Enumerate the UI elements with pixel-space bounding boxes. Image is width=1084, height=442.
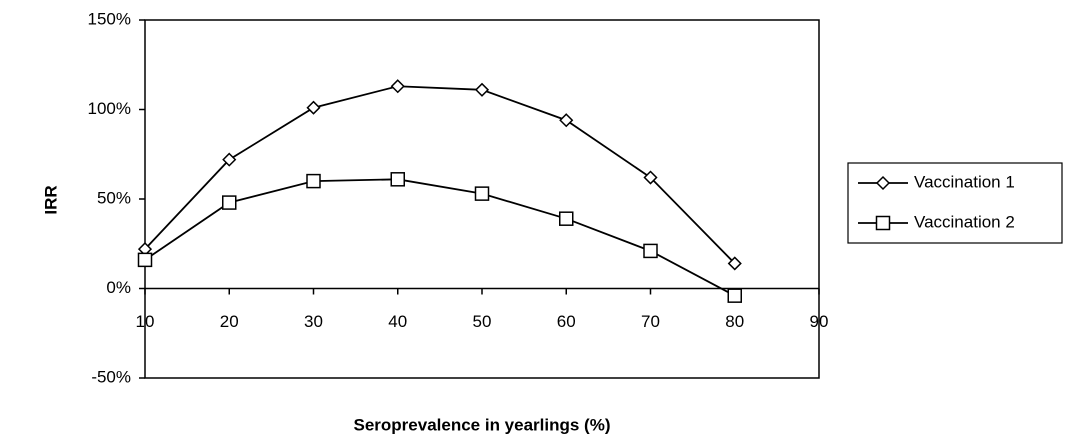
x-tick-label: 70 bbox=[641, 312, 660, 331]
x-tick-label: 90 bbox=[810, 312, 829, 331]
data-point bbox=[727, 288, 742, 303]
data-point bbox=[137, 252, 153, 268]
x-axis-label: Seroprevalence in yearlings (%) bbox=[354, 415, 611, 434]
y-tick-label: -50% bbox=[91, 367, 131, 386]
data-point bbox=[390, 172, 405, 187]
y-axis-label: IRR bbox=[41, 185, 60, 214]
legend-marker bbox=[875, 215, 891, 231]
data-point bbox=[222, 152, 237, 167]
data-point bbox=[222, 195, 237, 210]
data-point bbox=[474, 186, 490, 201]
data-point bbox=[559, 113, 574, 128]
data-point bbox=[559, 211, 574, 226]
legend-marker bbox=[875, 175, 891, 191]
series-line bbox=[144, 178, 736, 297]
data-point bbox=[306, 173, 321, 189]
data-point bbox=[474, 82, 490, 97]
x-tick-label: 60 bbox=[557, 312, 576, 331]
x-tick-label: 10 bbox=[136, 312, 155, 331]
y-tick-label: 50% bbox=[97, 188, 131, 207]
legend-label: Vaccination 2 bbox=[914, 212, 1015, 231]
y-tick-label: 150% bbox=[88, 9, 131, 28]
legend-label: Vaccination 1 bbox=[914, 172, 1015, 191]
x-tick-label: 30 bbox=[304, 312, 323, 331]
x-tick-label: 50 bbox=[473, 312, 492, 331]
data-point bbox=[643, 243, 658, 259]
x-tick-label: 80 bbox=[725, 312, 744, 331]
y-tick-label: 100% bbox=[88, 99, 131, 118]
x-tick-label: 40 bbox=[388, 312, 407, 331]
data-point bbox=[306, 100, 321, 115]
data-point bbox=[727, 256, 742, 271]
y-tick-label: 0% bbox=[106, 278, 131, 297]
data-point bbox=[390, 79, 405, 94]
data-point bbox=[643, 170, 658, 185]
series-line bbox=[144, 85, 736, 265]
x-tick-label: 20 bbox=[220, 312, 239, 331]
